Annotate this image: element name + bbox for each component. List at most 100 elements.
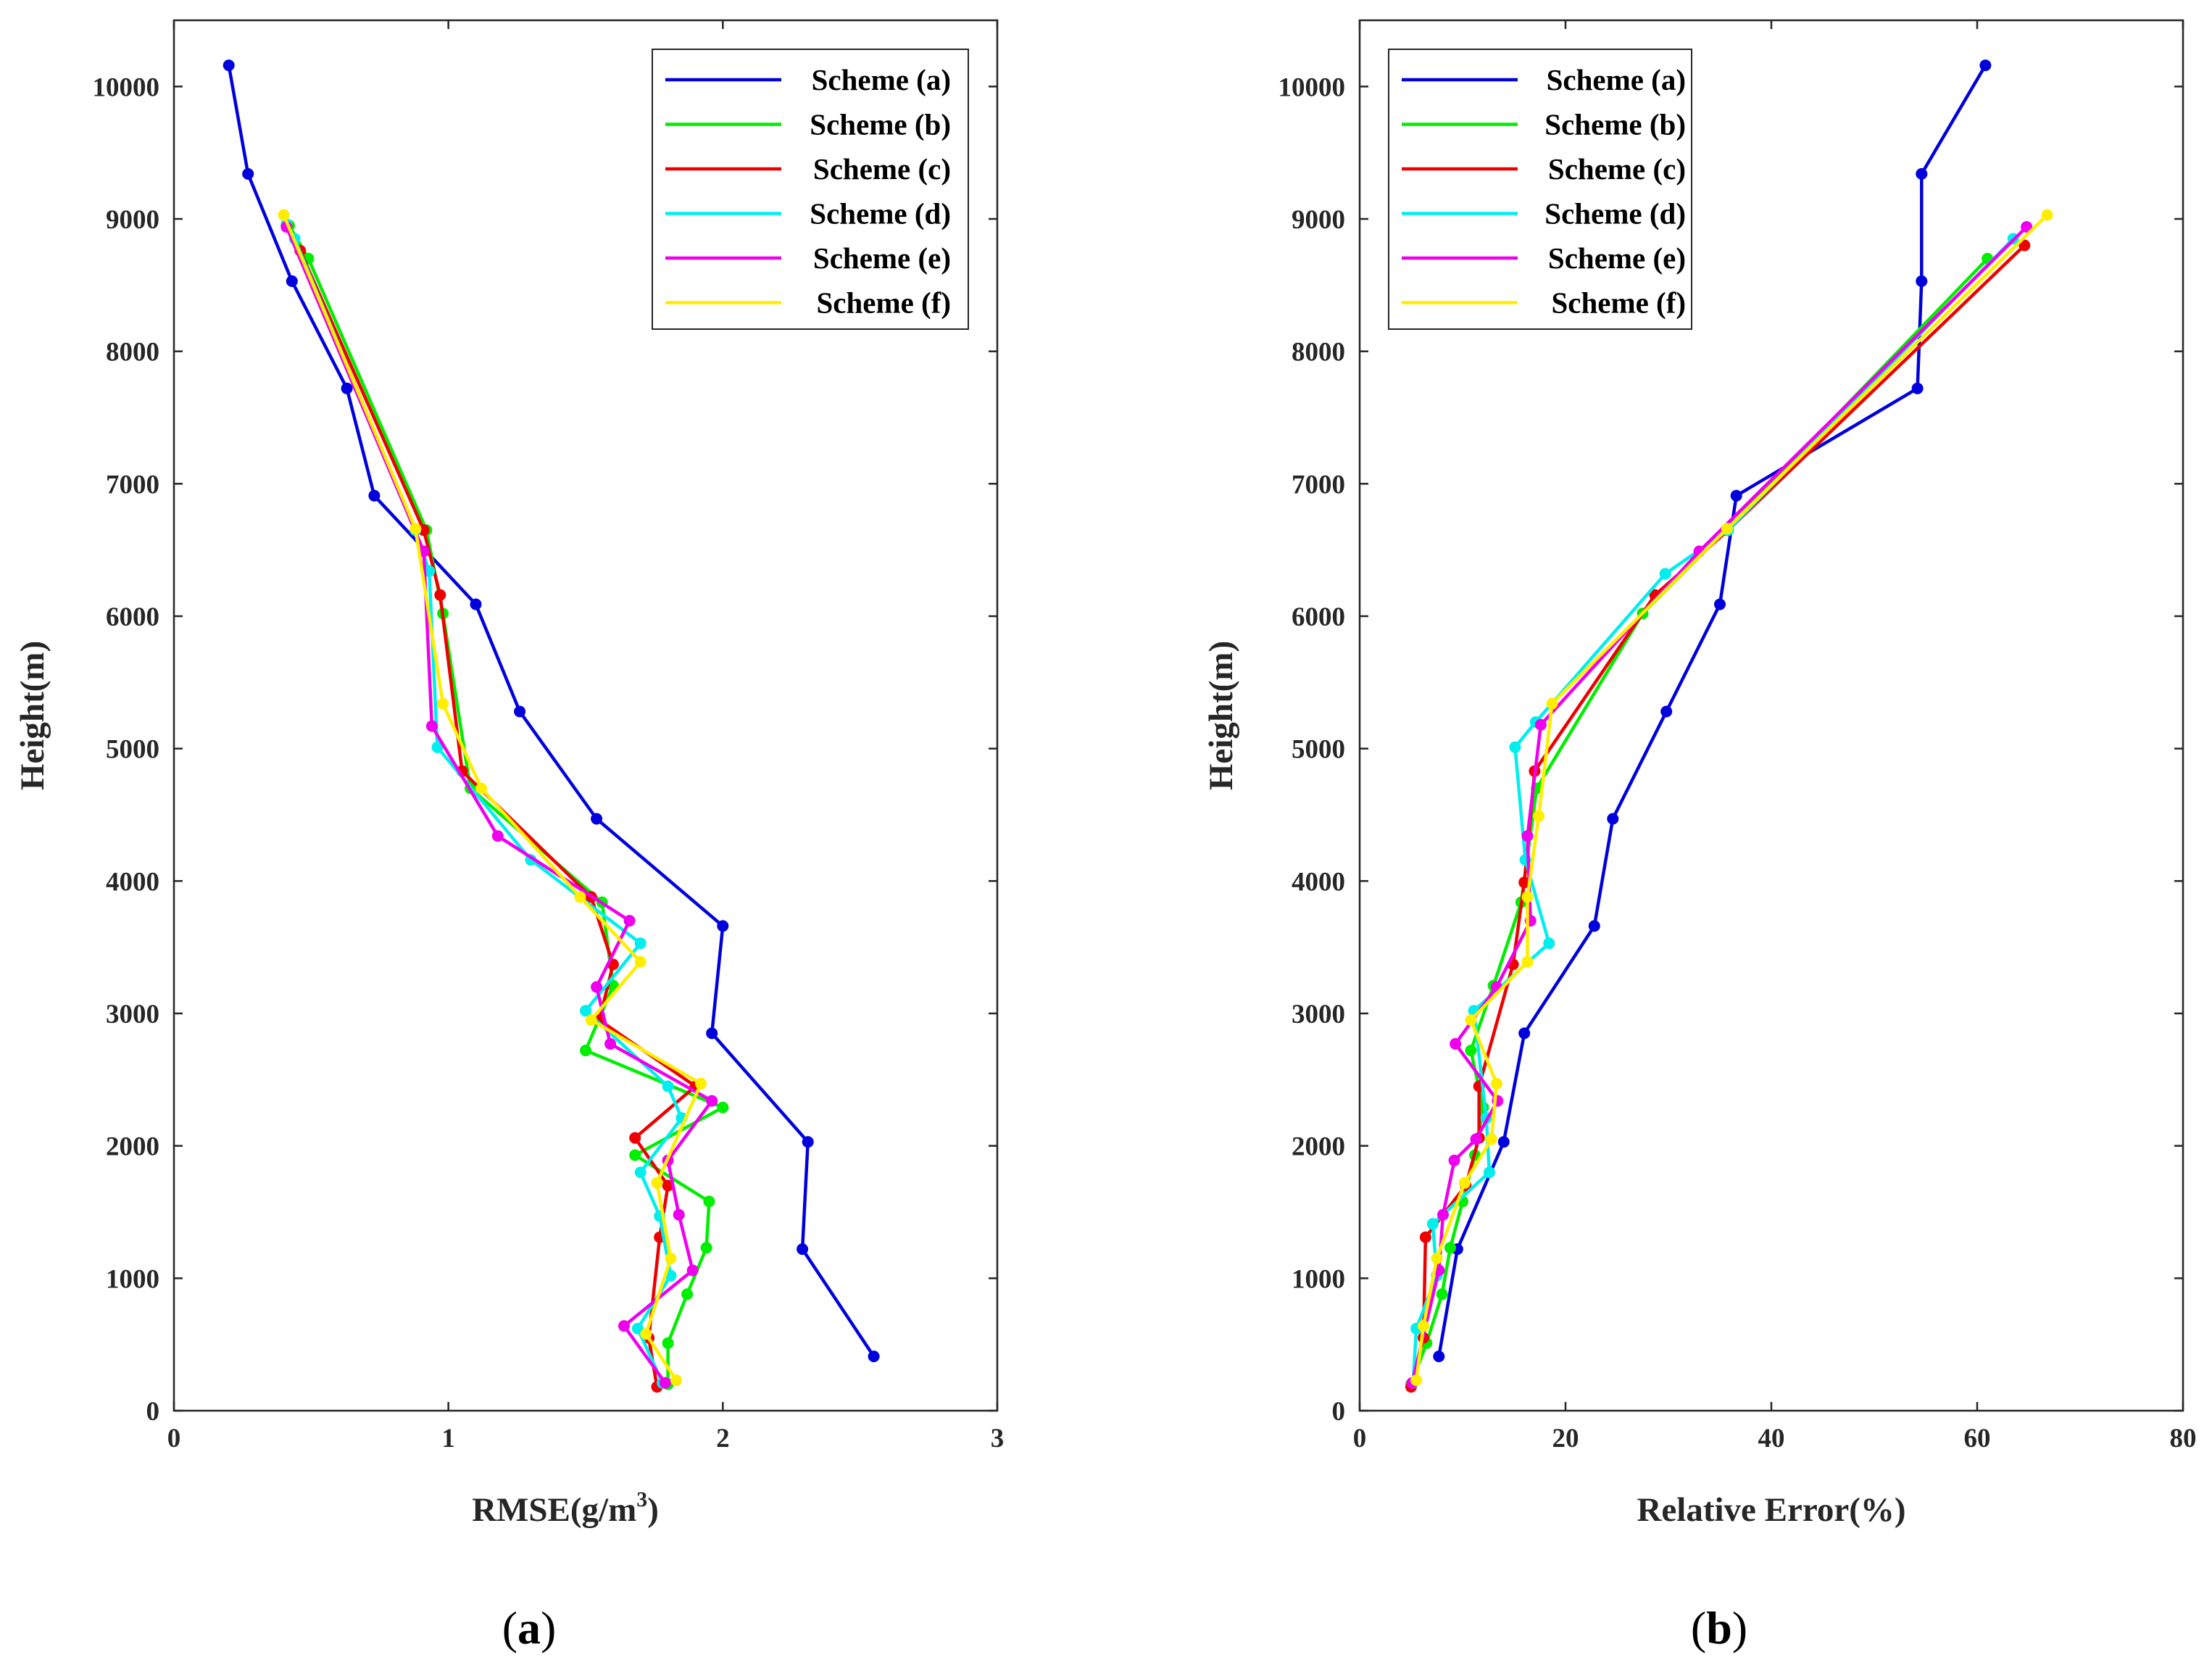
- y-tick-label: 4000: [1292, 867, 1345, 897]
- legend-entry: Scheme (e): [1402, 241, 1686, 275]
- legend-box: [1388, 49, 1692, 330]
- data-point: [868, 1351, 880, 1363]
- data-point: [1418, 1320, 1429, 1332]
- data-point: [475, 782, 488, 795]
- data-point: [651, 1177, 663, 1189]
- series-5: [280, 221, 718, 1389]
- legend-entry: Scheme (a): [665, 63, 951, 96]
- legend-entry: Scheme (e): [665, 241, 951, 275]
- data-point: [1410, 1374, 1423, 1386]
- data-point: [623, 915, 636, 927]
- data-point: [242, 167, 254, 180]
- series-6: [1410, 209, 2053, 1386]
- data-point: [686, 1264, 699, 1277]
- series-4: [280, 218, 688, 1389]
- legend-label: Scheme (a): [1547, 63, 1686, 96]
- data-point: [717, 1101, 729, 1113]
- data-point: [1659, 568, 1671, 580]
- data-point: [706, 1095, 718, 1107]
- data-point: [223, 59, 235, 72]
- data-point: [634, 1166, 646, 1179]
- data-point: [2021, 221, 2033, 233]
- legend-label: Scheme (f): [1551, 286, 1686, 320]
- y-tick-label: 10000: [93, 72, 160, 102]
- data-point: [681, 1288, 694, 1300]
- y-tick-label: 10000: [1278, 72, 1346, 102]
- series-4: [1407, 233, 2019, 1389]
- data-point: [591, 813, 603, 825]
- y-tick-label: 7000: [106, 470, 159, 499]
- legend-entry: Scheme (c): [665, 152, 951, 186]
- legend-entry: Scheme (b): [1402, 108, 1686, 141]
- data-point: [1607, 813, 1619, 825]
- data-point: [286, 275, 298, 287]
- data-point: [706, 1027, 718, 1040]
- data-point: [1490, 1077, 1502, 1090]
- x-tick-label: 20: [1552, 1424, 1579, 1453]
- legend-entry: Scheme (d): [1402, 197, 1686, 231]
- data-point: [1721, 523, 1733, 535]
- data-point: [470, 598, 482, 610]
- legend-label: Scheme (e): [1548, 241, 1686, 275]
- data-point: [618, 1320, 630, 1332]
- series-2: [1405, 252, 1994, 1390]
- series-line: [1414, 213, 2049, 1381]
- data-point: [1911, 382, 1924, 394]
- data-point: [2041, 209, 2053, 221]
- data-point: [1546, 697, 1558, 710]
- data-point: [604, 1038, 617, 1050]
- legend-label: Scheme (c): [1548, 152, 1686, 186]
- data-point: [659, 1377, 671, 1389]
- legend-label: Scheme (d): [810, 197, 951, 231]
- data-point: [802, 1136, 814, 1148]
- legend: Scheme (a) Scheme (b) Scheme (c) Scheme (d)…: [652, 49, 969, 330]
- x-tick-label: 80: [2170, 1424, 2197, 1453]
- data-point: [437, 697, 449, 710]
- data-point: [580, 1005, 591, 1017]
- data-point: [631, 1322, 644, 1335]
- panel-b-caption: (b): [1691, 1602, 1747, 1654]
- data-point: [640, 1328, 652, 1340]
- data-point: [634, 955, 646, 968]
- y-tick-label: 8000: [106, 338, 159, 368]
- data-point: [1436, 1288, 1448, 1300]
- data-point: [1470, 1133, 1482, 1145]
- legend-entry: Scheme (f): [665, 286, 951, 320]
- x-tick-label: 60: [1964, 1424, 1991, 1453]
- data-point: [591, 981, 603, 993]
- data-point: [341, 382, 353, 394]
- data-point: [703, 1195, 715, 1208]
- data-point: [662, 1337, 674, 1349]
- x-axis-label: RMSE(g/m3): [472, 1488, 659, 1529]
- legend-label: Scheme (a): [812, 63, 951, 96]
- data-point: [1533, 810, 1545, 822]
- panel-a-rmse-chart: 0 1 2 3 0 1000 2000 3000 4000 5000 6000 7000 8000 90…: [14, 19, 1004, 1654]
- panel-b-relative-error-chart: 0 20 40 60 80 0 1000 2000 3000 4000 5000 6000 7000 8…: [1202, 19, 2197, 1654]
- data-point: [1497, 1136, 1510, 1148]
- y-axis-label: Height(m): [14, 641, 51, 790]
- data-point: [431, 741, 444, 753]
- y-tick-label: 1000: [106, 1264, 159, 1294]
- panel-a-caption: (a): [502, 1602, 557, 1654]
- data-point: [1485, 1133, 1497, 1145]
- series-line: [1411, 237, 2015, 1383]
- data-point: [425, 720, 438, 732]
- y-tick-label: 2000: [1292, 1132, 1345, 1162]
- data-point: [1979, 59, 1992, 72]
- data-point: [514, 705, 526, 718]
- x-tick-label: 1: [441, 1424, 455, 1453]
- y-tick-label: 4000: [106, 867, 159, 897]
- data-point: [1444, 1242, 1456, 1254]
- data-point: [1465, 1045, 1477, 1057]
- data-point: [1450, 1038, 1462, 1050]
- data-point: [1437, 1208, 1449, 1221]
- y-tick-label: 8000: [1292, 338, 1345, 368]
- data-point: [665, 1252, 677, 1264]
- legend-entry: Scheme (c): [1402, 152, 1686, 186]
- legend-label: Scheme (c): [813, 152, 951, 186]
- x-tick-label: 40: [1758, 1424, 1785, 1453]
- y-tick-label: 5000: [106, 735, 159, 765]
- series-5: [1406, 221, 2033, 1389]
- data-point: [1916, 275, 1928, 287]
- data-point: [629, 1132, 641, 1144]
